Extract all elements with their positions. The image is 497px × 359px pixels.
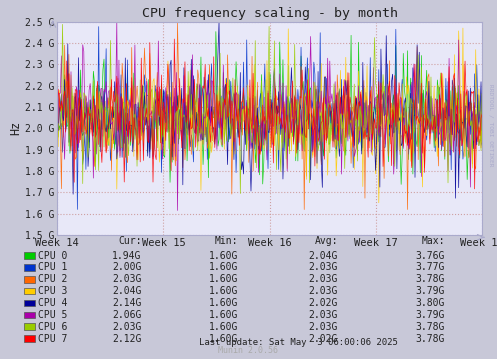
- Text: 3.77G: 3.77G: [415, 262, 445, 272]
- Text: Cur:: Cur:: [118, 236, 142, 246]
- Text: CPU 1: CPU 1: [38, 262, 67, 272]
- Text: Max:: Max:: [421, 236, 445, 246]
- Text: 3.79G: 3.79G: [415, 286, 445, 296]
- Text: 3.78G: 3.78G: [415, 274, 445, 284]
- Text: 1.60G: 1.60G: [209, 274, 239, 284]
- Text: CPU 7: CPU 7: [38, 334, 67, 344]
- Text: 2.03G: 2.03G: [112, 274, 142, 284]
- Text: 3.78G: 3.78G: [415, 334, 445, 344]
- Text: 2.02G: 2.02G: [309, 298, 338, 308]
- Text: 2.00G: 2.00G: [112, 262, 142, 272]
- Text: 1.60G: 1.60G: [209, 262, 239, 272]
- Text: 1.60G: 1.60G: [209, 322, 239, 332]
- Text: CPU 4: CPU 4: [38, 298, 67, 308]
- Title: CPU frequency scaling - by month: CPU frequency scaling - by month: [142, 8, 398, 20]
- Text: CPU 2: CPU 2: [38, 274, 67, 284]
- Text: 2.03G: 2.03G: [309, 286, 338, 296]
- Text: 3.78G: 3.78G: [415, 322, 445, 332]
- Text: 2.06G: 2.06G: [112, 310, 142, 320]
- Text: 2.03G: 2.03G: [112, 322, 142, 332]
- Text: 2.12G: 2.12G: [112, 334, 142, 344]
- Text: Avg:: Avg:: [315, 236, 338, 246]
- Text: 2.03G: 2.03G: [309, 310, 338, 320]
- Text: 3.80G: 3.80G: [415, 298, 445, 308]
- Text: Munin 2.0.56: Munin 2.0.56: [219, 346, 278, 355]
- Text: 1.60G: 1.60G: [209, 298, 239, 308]
- Text: 2.03G: 2.03G: [309, 262, 338, 272]
- Text: 2.14G: 2.14G: [112, 298, 142, 308]
- Y-axis label: Hz: Hz: [9, 121, 22, 135]
- Text: 2.04G: 2.04G: [309, 251, 338, 261]
- Text: 2.04G: 2.04G: [112, 286, 142, 296]
- Text: 1.60G: 1.60G: [209, 334, 239, 344]
- Text: CPU 5: CPU 5: [38, 310, 67, 320]
- Text: CPU 6: CPU 6: [38, 322, 67, 332]
- Text: 1.60G: 1.60G: [209, 310, 239, 320]
- Text: 2.03G: 2.03G: [309, 274, 338, 284]
- Text: Min:: Min:: [215, 236, 239, 246]
- Text: CPU 0: CPU 0: [38, 251, 67, 261]
- Text: CPU 3: CPU 3: [38, 286, 67, 296]
- Text: 1.60G: 1.60G: [209, 251, 239, 261]
- Text: 1.60G: 1.60G: [209, 286, 239, 296]
- Text: 2.02G: 2.02G: [309, 334, 338, 344]
- Text: Last update: Sat May  3 06:00:06 2025: Last update: Sat May 3 06:00:06 2025: [199, 339, 398, 348]
- Text: 2.03G: 2.03G: [309, 322, 338, 332]
- Text: 3.79G: 3.79G: [415, 310, 445, 320]
- Text: RRDTOOL / TOBI OETIKER: RRDTOOL / TOBI OETIKER: [489, 84, 494, 167]
- Text: 3.76G: 3.76G: [415, 251, 445, 261]
- Text: 1.94G: 1.94G: [112, 251, 142, 261]
